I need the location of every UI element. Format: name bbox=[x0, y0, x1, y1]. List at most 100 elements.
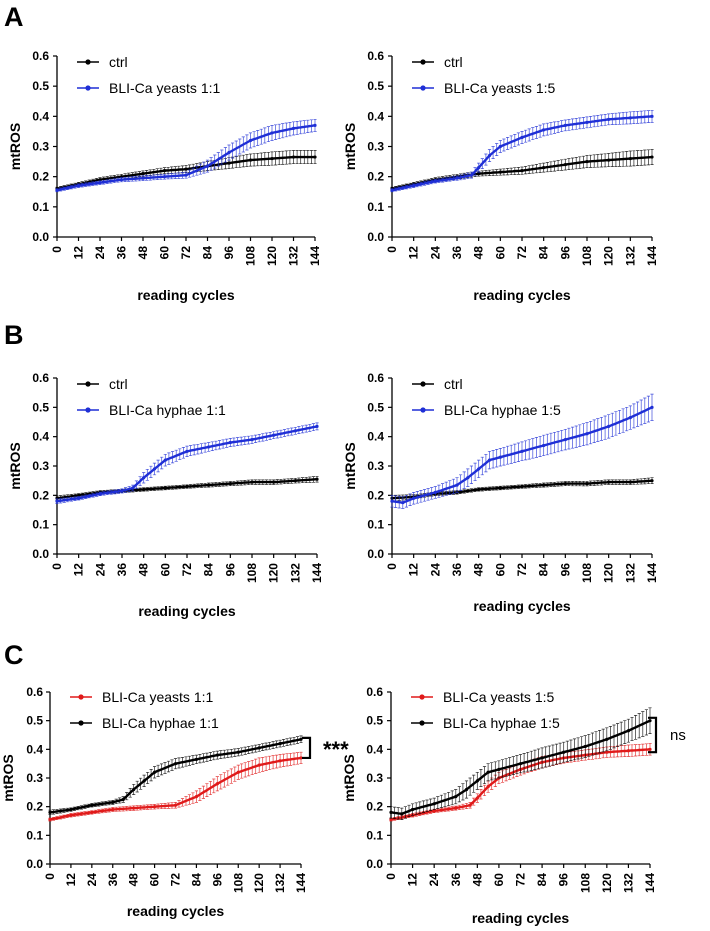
legend-label: ctrl bbox=[444, 54, 463, 70]
y-tick-label: 0.3 bbox=[367, 140, 384, 154]
x-tick-label: 12 bbox=[406, 873, 420, 887]
data-point bbox=[412, 184, 416, 188]
data-point bbox=[412, 496, 416, 500]
x-tick-label: 108 bbox=[580, 246, 594, 266]
x-tick-label: 0 bbox=[50, 563, 64, 570]
data-point bbox=[69, 807, 73, 812]
y-tick-label: 0.1 bbox=[366, 828, 383, 842]
data-point bbox=[131, 486, 135, 490]
data-point bbox=[215, 782, 219, 786]
x-axis-label: reading cycles bbox=[138, 603, 235, 619]
x-tick-label: 0 bbox=[384, 873, 398, 880]
data-point bbox=[299, 756, 303, 760]
data-point bbox=[628, 156, 632, 161]
data-point bbox=[278, 759, 282, 763]
data-point bbox=[607, 158, 611, 162]
data-point bbox=[278, 742, 282, 746]
data-point bbox=[313, 155, 317, 159]
data-point bbox=[270, 156, 274, 161]
data-point bbox=[487, 458, 492, 462]
data-point bbox=[454, 795, 458, 799]
series-0: ctrl bbox=[55, 376, 319, 501]
y-tick-label: 0.3 bbox=[367, 459, 384, 473]
data-point bbox=[236, 770, 240, 774]
data-point bbox=[184, 167, 188, 171]
x-tick-label: 96 bbox=[558, 563, 572, 577]
data-point bbox=[455, 483, 459, 487]
data-point bbox=[563, 123, 567, 127]
data-point bbox=[607, 424, 611, 428]
x-tick-label: 120 bbox=[602, 563, 616, 583]
x-tick-label: 36 bbox=[115, 563, 129, 577]
x-tick-label: 96 bbox=[210, 873, 224, 887]
data-point bbox=[498, 170, 502, 174]
x-tick-label: 132 bbox=[273, 873, 287, 893]
x-tick-label: 60 bbox=[158, 563, 172, 577]
data-point bbox=[250, 438, 254, 442]
data-point bbox=[518, 762, 523, 766]
data-point bbox=[585, 120, 589, 124]
series-1: BLI-Ca hyphae 1:5 bbox=[389, 707, 652, 820]
x-tick-label: 60 bbox=[493, 246, 507, 260]
legend-marker bbox=[419, 720, 425, 726]
data-point bbox=[464, 787, 469, 792]
x-tick-label: 84 bbox=[202, 563, 216, 577]
y-axis-label: mtROS bbox=[342, 123, 358, 170]
x-tick-label: 144 bbox=[645, 246, 659, 266]
data-point bbox=[475, 779, 479, 783]
y-tick-label: 0.2 bbox=[367, 170, 384, 184]
x-tick-label: 24 bbox=[93, 563, 107, 577]
data-point bbox=[626, 729, 631, 733]
y-tick-label: 0.0 bbox=[366, 857, 383, 871]
x-tick-label: 48 bbox=[127, 873, 141, 887]
chart-b2: 0.0 0.1 0.2 0.3 0.4 0.5 0.6 0 12 24 36 48 60 72 84 96 10… bbox=[342, 371, 659, 614]
x-tick-label: 60 bbox=[493, 563, 507, 577]
legend-marker bbox=[78, 694, 84, 700]
x-tick-label: 48 bbox=[472, 246, 486, 260]
data-point bbox=[55, 188, 59, 192]
data-point bbox=[585, 159, 589, 164]
x-tick-label: 96 bbox=[558, 246, 572, 260]
y-tick-label: 0.5 bbox=[32, 79, 49, 93]
data-point bbox=[628, 416, 632, 420]
data-point bbox=[162, 169, 167, 173]
data-point bbox=[477, 487, 481, 492]
significance-bracket bbox=[302, 736, 312, 760]
data-point bbox=[540, 756, 544, 760]
y-tick-label: 0.4 bbox=[367, 109, 384, 123]
y-tick-label: 0.1 bbox=[32, 518, 49, 532]
x-tick-label: 84 bbox=[537, 563, 551, 577]
data-point bbox=[119, 178, 124, 182]
data-point bbox=[563, 438, 567, 442]
x-tick-label: 132 bbox=[623, 246, 637, 266]
x-tick-label: 60 bbox=[158, 246, 172, 260]
legend-label: BLI-Ca yeasts 1:1 bbox=[102, 689, 213, 705]
data-point bbox=[205, 164, 210, 168]
legend-marker bbox=[420, 407, 426, 413]
data-point bbox=[227, 161, 231, 165]
data-point bbox=[163, 486, 167, 490]
x-tick-label: 120 bbox=[252, 873, 266, 893]
data-point bbox=[293, 479, 297, 483]
x-tick-label: 144 bbox=[645, 563, 659, 583]
series-0: ctrl bbox=[390, 376, 654, 502]
y-tick-label: 0.4 bbox=[367, 430, 384, 444]
x-tick-label: 120 bbox=[267, 563, 281, 583]
data-point bbox=[228, 440, 232, 445]
y-tick-label: 0.3 bbox=[26, 771, 43, 785]
data-point bbox=[163, 458, 167, 462]
y-axis-label: mtROS bbox=[341, 754, 357, 801]
y-tick-label: 0.2 bbox=[32, 170, 49, 184]
x-tick-label: 144 bbox=[294, 873, 308, 893]
x-tick-label: 36 bbox=[115, 246, 129, 260]
legend-label: ctrl bbox=[444, 376, 463, 392]
data-point bbox=[76, 184, 81, 188]
data-point bbox=[90, 803, 94, 807]
x-tick-label: 108 bbox=[580, 563, 594, 583]
x-tick-label: 132 bbox=[288, 563, 302, 583]
y-tick-label: 0.2 bbox=[367, 488, 384, 502]
data-point bbox=[486, 770, 490, 774]
series-1: BLI-Ca yeasts 1:5 bbox=[390, 80, 654, 193]
legend-marker bbox=[85, 381, 91, 387]
